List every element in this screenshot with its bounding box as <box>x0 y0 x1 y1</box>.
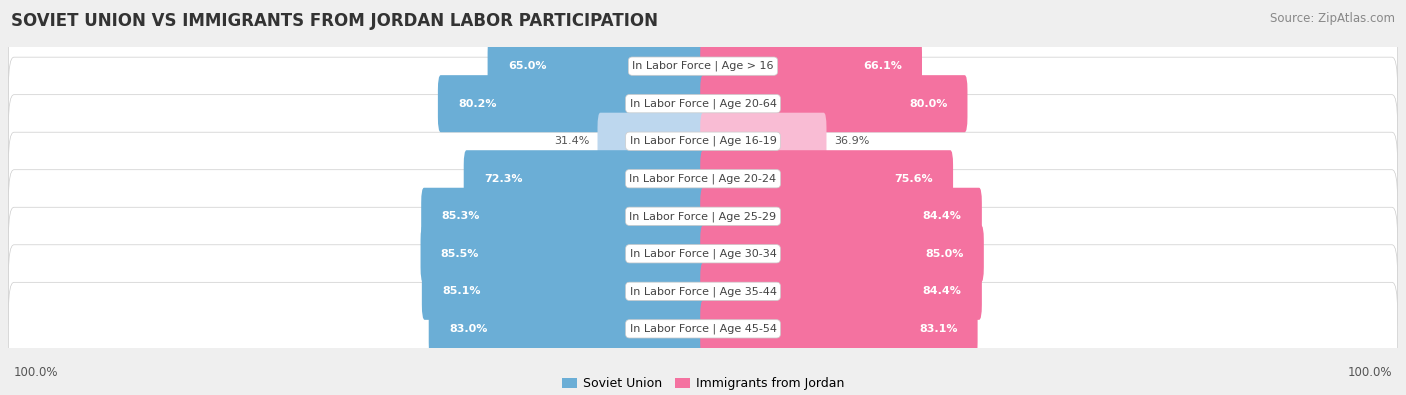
Text: 85.3%: 85.3% <box>441 211 479 221</box>
FancyBboxPatch shape <box>8 245 1398 338</box>
FancyBboxPatch shape <box>422 263 706 320</box>
Text: 100.0%: 100.0% <box>1347 366 1392 379</box>
Text: 72.3%: 72.3% <box>484 174 523 184</box>
FancyBboxPatch shape <box>420 225 706 282</box>
FancyBboxPatch shape <box>598 113 706 170</box>
FancyBboxPatch shape <box>700 188 981 245</box>
Text: 100.0%: 100.0% <box>14 366 59 379</box>
Text: In Labor Force | Age 20-64: In Labor Force | Age 20-64 <box>630 98 776 109</box>
Text: 84.4%: 84.4% <box>922 286 962 296</box>
FancyBboxPatch shape <box>437 75 706 132</box>
Text: 85.1%: 85.1% <box>441 286 481 296</box>
FancyBboxPatch shape <box>8 95 1398 188</box>
FancyBboxPatch shape <box>488 38 706 95</box>
FancyBboxPatch shape <box>429 300 706 357</box>
Text: 80.2%: 80.2% <box>458 99 496 109</box>
FancyBboxPatch shape <box>700 225 984 282</box>
Text: In Labor Force | Age 20-24: In Labor Force | Age 20-24 <box>630 173 776 184</box>
FancyBboxPatch shape <box>700 300 977 357</box>
FancyBboxPatch shape <box>422 188 706 245</box>
Text: 36.9%: 36.9% <box>834 136 869 146</box>
Text: In Labor Force | Age 45-54: In Labor Force | Age 45-54 <box>630 324 776 334</box>
Text: In Labor Force | Age 35-44: In Labor Force | Age 35-44 <box>630 286 776 297</box>
FancyBboxPatch shape <box>700 75 967 132</box>
FancyBboxPatch shape <box>8 132 1398 225</box>
FancyBboxPatch shape <box>700 38 922 95</box>
Text: SOVIET UNION VS IMMIGRANTS FROM JORDAN LABOR PARTICIPATION: SOVIET UNION VS IMMIGRANTS FROM JORDAN L… <box>11 12 658 30</box>
Text: 31.4%: 31.4% <box>554 136 591 146</box>
Legend: Soviet Union, Immigrants from Jordan: Soviet Union, Immigrants from Jordan <box>557 372 849 395</box>
Text: 84.4%: 84.4% <box>922 211 962 221</box>
Text: In Labor Force | Age 30-34: In Labor Force | Age 30-34 <box>630 248 776 259</box>
Text: In Labor Force | Age > 16: In Labor Force | Age > 16 <box>633 61 773 71</box>
Text: 66.1%: 66.1% <box>863 61 901 71</box>
FancyBboxPatch shape <box>8 282 1398 375</box>
FancyBboxPatch shape <box>700 150 953 207</box>
FancyBboxPatch shape <box>464 150 706 207</box>
Text: In Labor Force | Age 25-29: In Labor Force | Age 25-29 <box>630 211 776 222</box>
FancyBboxPatch shape <box>8 207 1398 300</box>
FancyBboxPatch shape <box>8 170 1398 263</box>
Text: 83.0%: 83.0% <box>449 324 488 334</box>
Text: 80.0%: 80.0% <box>908 99 948 109</box>
Text: 85.5%: 85.5% <box>440 249 479 259</box>
Text: 83.1%: 83.1% <box>920 324 957 334</box>
FancyBboxPatch shape <box>8 57 1398 150</box>
Text: Source: ZipAtlas.com: Source: ZipAtlas.com <box>1270 12 1395 25</box>
Text: In Labor Force | Age 16-19: In Labor Force | Age 16-19 <box>630 136 776 147</box>
FancyBboxPatch shape <box>700 113 827 170</box>
Text: 65.0%: 65.0% <box>508 61 547 71</box>
Text: 85.0%: 85.0% <box>925 249 963 259</box>
FancyBboxPatch shape <box>700 263 981 320</box>
Text: 75.6%: 75.6% <box>894 174 934 184</box>
FancyBboxPatch shape <box>8 20 1398 113</box>
